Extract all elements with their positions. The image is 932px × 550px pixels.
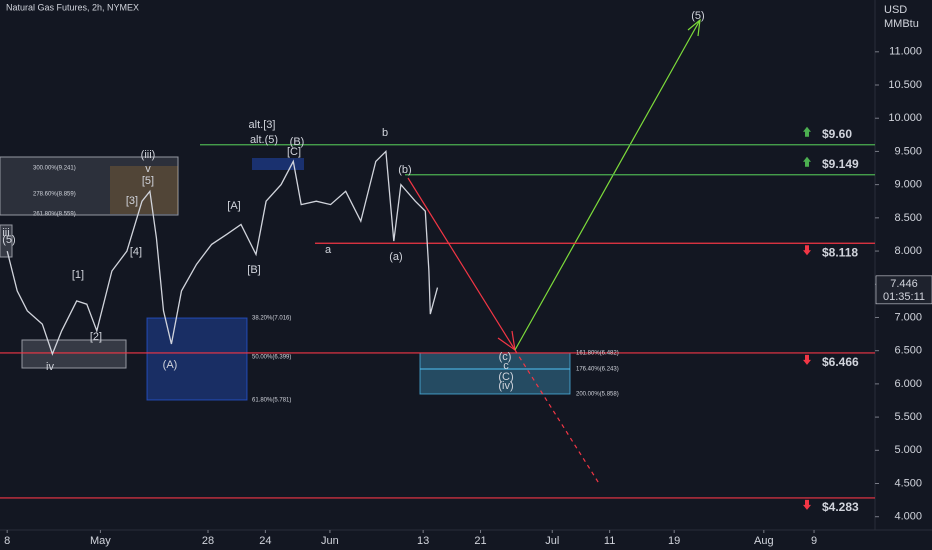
annotation: c — [503, 360, 509, 372]
annotation: v — [145, 163, 151, 175]
price-line — [6, 149, 439, 356]
level-label: $9.60 — [822, 127, 852, 141]
y-tick-label: 5.500 — [894, 411, 922, 423]
annotation: (B) — [290, 136, 305, 148]
x-tick-label: 9 — [811, 535, 817, 547]
unit: MMBtu — [884, 18, 919, 30]
zone — [0, 156, 179, 216]
y-tick-label: 8.000 — [894, 245, 922, 257]
x-tick-label: Aug — [754, 535, 774, 547]
price-badge — [875, 275, 932, 305]
level-label: $9.149 — [822, 157, 859, 171]
level-arrow — [803, 156, 811, 167]
x-tick-label: 13 — [417, 535, 429, 547]
annotation: (b) — [398, 164, 411, 176]
annotation: (A) — [163, 359, 178, 371]
y-tick-label: 11.000 — [889, 46, 922, 58]
annotation: 50.00%(6.399) — [252, 355, 291, 361]
y-tick-label: 10.000 — [888, 112, 922, 124]
projection — [514, 19, 701, 351]
x-tick-label: 21 — [474, 535, 486, 547]
annotation: [1] — [72, 269, 84, 281]
fib-zone — [146, 317, 248, 401]
annotation: b — [382, 127, 388, 139]
x-tick-label: 24 — [259, 535, 271, 547]
x-tick-label: May — [90, 535, 111, 547]
arrow-head — [687, 18, 701, 37]
annotation: (5) — [691, 10, 704, 22]
annotation: 261.80%(8.559) — [33, 212, 76, 218]
y-tick-label: 9.500 — [894, 145, 922, 157]
currency: USD — [884, 4, 907, 16]
annotation: iii — [2, 227, 9, 239]
annotation: 300.00%(9.241) — [33, 166, 76, 172]
annotation: 38.20%(7.016) — [252, 316, 291, 322]
annotation: (C) — [498, 371, 513, 383]
x-tick-label: Jun — [321, 535, 339, 547]
annotation: alt.(5) — [250, 134, 278, 146]
x-tick-label: 19 — [668, 535, 680, 547]
x-tick-label: 8 — [4, 535, 10, 547]
y-tick-label: 8.500 — [894, 212, 922, 224]
annotation: [A] — [227, 200, 240, 212]
x-tick-label: 28 — [202, 535, 214, 547]
annotation: 200.00%(5.858) — [576, 392, 619, 398]
zone — [252, 158, 304, 170]
annotation: [3] — [126, 195, 138, 207]
level-arrow — [803, 354, 811, 365]
annotation: (a) — [389, 251, 402, 263]
chart-title: Natural Gas Futures, 2h, NYMEX — [6, 2, 139, 12]
zone — [21, 339, 127, 369]
level-arrow — [803, 126, 811, 137]
annotation: iv — [46, 361, 54, 373]
fib-zone — [110, 166, 178, 214]
annotation: (iv) — [498, 380, 513, 392]
y-tick-label: 6.000 — [894, 378, 922, 390]
level-arrow — [803, 245, 811, 256]
level-label: $6.466 — [822, 355, 859, 369]
annotation: (c) — [499, 351, 512, 363]
target-zone — [419, 352, 571, 395]
annotation: alt.[3] — [249, 119, 276, 131]
annotation: 278.60%(8.859) — [33, 192, 76, 198]
y-tick-label: 9.000 — [894, 179, 922, 191]
annotation: 61.80%(5.781) — [252, 398, 291, 404]
y-tick-label: 4.000 — [894, 511, 922, 523]
annotation: (5) — [2, 234, 15, 246]
y-tick-label: 7.000 — [894, 311, 922, 323]
annotation: [5] — [142, 175, 154, 187]
last-price: 7.446 — [890, 278, 918, 290]
projection — [407, 177, 516, 351]
y-tick-label: 4.500 — [894, 477, 922, 489]
annotation: 161.80%(6.482) — [576, 351, 619, 357]
level-label: $4.283 — [822, 500, 859, 514]
x-tick-label: Jul — [545, 535, 559, 547]
annotation: [2] — [90, 331, 102, 343]
y-tick-label: 10.500 — [888, 79, 922, 91]
zone — [0, 224, 13, 258]
annotation: [4] — [130, 246, 142, 258]
y-tick-label: 5.000 — [894, 444, 922, 456]
annotation: [B] — [247, 264, 260, 276]
projection — [514, 349, 601, 486]
annotation: [C] — [287, 146, 301, 158]
countdown: 01:35:11 — [883, 291, 925, 303]
annotation: (iii) — [141, 149, 156, 161]
x-tick-label: 11 — [604, 535, 615, 547]
level-arrow — [803, 499, 811, 510]
annotation: 176.40%(6.243) — [576, 367, 619, 373]
level-label: $8.118 — [822, 245, 858, 259]
y-tick-label: 6.500 — [894, 345, 922, 357]
annotation: a — [325, 244, 332, 256]
